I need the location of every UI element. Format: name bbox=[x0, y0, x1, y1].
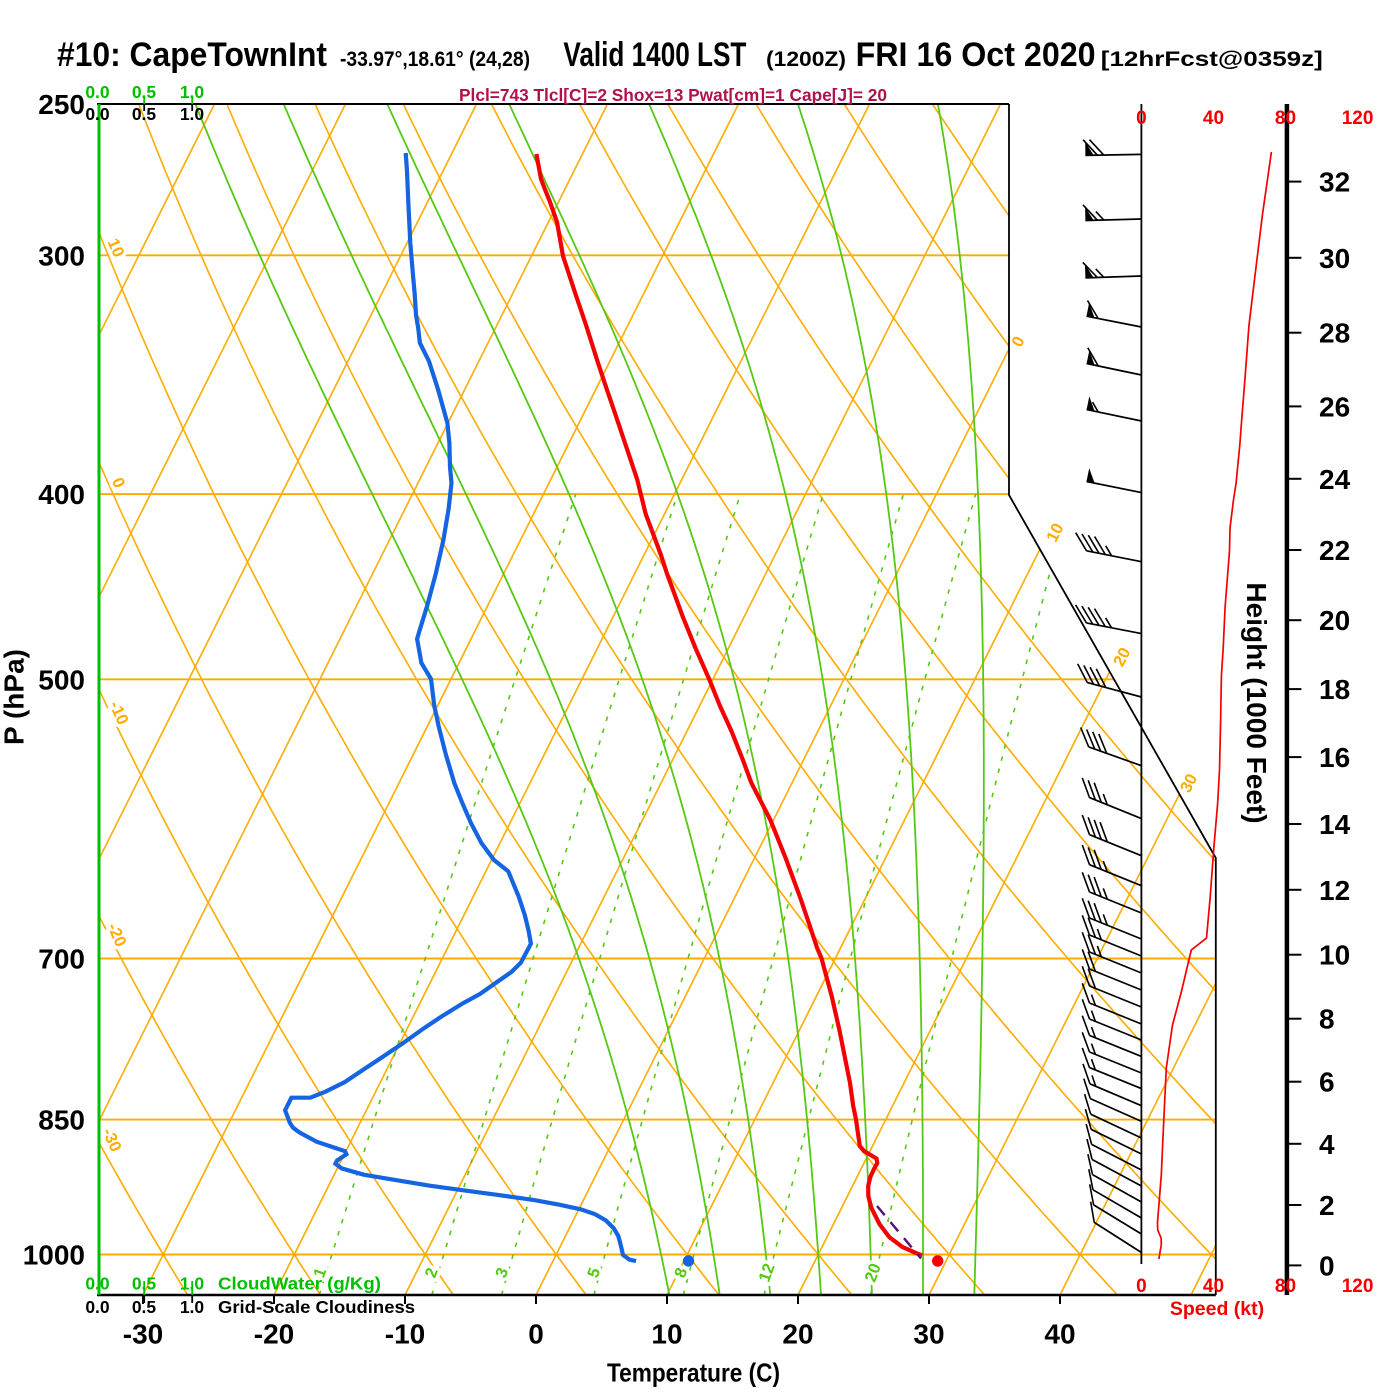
svg-text:700: 700 bbox=[38, 943, 85, 974]
svg-text:16: 16 bbox=[1319, 742, 1350, 773]
svg-text:400: 400 bbox=[38, 479, 85, 510]
svg-text:22: 22 bbox=[1319, 535, 1350, 566]
svg-text:[12hrFcst@0359z]: [12hrFcst@0359z] bbox=[1101, 48, 1323, 71]
svg-text:Temperature (C): Temperature (C) bbox=[607, 1357, 780, 1387]
svg-text:4: 4 bbox=[1319, 1129, 1335, 1160]
svg-text:20: 20 bbox=[782, 1319, 813, 1350]
svg-text:10: 10 bbox=[1319, 940, 1350, 971]
svg-text:40: 40 bbox=[1044, 1319, 1075, 1350]
svg-text:80: 80 bbox=[1275, 108, 1296, 129]
svg-text:0.0: 0.0 bbox=[85, 82, 110, 102]
svg-text:0.5: 0.5 bbox=[132, 1297, 157, 1317]
svg-text:32: 32 bbox=[1319, 167, 1350, 198]
svg-text:20: 20 bbox=[1319, 605, 1350, 636]
svg-text:-10: -10 bbox=[385, 1319, 425, 1350]
svg-text:6: 6 bbox=[1319, 1067, 1335, 1098]
svg-text:1.0: 1.0 bbox=[180, 1297, 205, 1317]
svg-text:0: 0 bbox=[1319, 1250, 1335, 1281]
svg-text:80: 80 bbox=[1275, 1276, 1296, 1297]
svg-text:120: 120 bbox=[1342, 108, 1374, 129]
svg-text:0.0: 0.0 bbox=[85, 1274, 110, 1294]
svg-text:0: 0 bbox=[1136, 108, 1147, 129]
svg-text:2: 2 bbox=[1319, 1190, 1335, 1221]
svg-text:1.0: 1.0 bbox=[180, 82, 205, 102]
svg-text:40: 40 bbox=[1203, 108, 1224, 129]
svg-text:500: 500 bbox=[38, 664, 85, 695]
svg-text:0.0: 0.0 bbox=[85, 104, 110, 124]
svg-text:FRI 16 Oct 2020: FRI 16 Oct 2020 bbox=[856, 36, 1096, 74]
svg-text:Height (1000 Feet): Height (1000 Feet) bbox=[1241, 582, 1272, 823]
svg-text:26: 26 bbox=[1319, 391, 1350, 422]
svg-text:Plcl=743 Tlcl[C]=2 Shox=13 Pwa: Plcl=743 Tlcl[C]=2 Shox=13 Pwat[cm]=1 Ca… bbox=[459, 85, 887, 105]
svg-text:14: 14 bbox=[1319, 809, 1351, 840]
svg-text:0.0: 0.0 bbox=[85, 1297, 110, 1317]
svg-text:28: 28 bbox=[1319, 318, 1350, 349]
svg-text:18: 18 bbox=[1319, 674, 1350, 705]
svg-text:8: 8 bbox=[1319, 1004, 1335, 1035]
svg-text:1000: 1000 bbox=[23, 1240, 85, 1271]
svg-text:30: 30 bbox=[1319, 243, 1350, 274]
svg-text:30: 30 bbox=[913, 1319, 944, 1350]
svg-text:1.0: 1.0 bbox=[180, 104, 205, 124]
svg-text:Speed (kt): Speed (kt) bbox=[1170, 1298, 1264, 1320]
svg-text:-33.97°,18.61° (24,28): -33.97°,18.61° (24,28) bbox=[340, 48, 530, 71]
svg-text:#10: CapeTownInt: #10: CapeTownInt bbox=[57, 36, 327, 74]
svg-text:0: 0 bbox=[1136, 1276, 1147, 1297]
svg-text:1.0: 1.0 bbox=[180, 1274, 205, 1294]
svg-text:0: 0 bbox=[528, 1319, 544, 1350]
svg-text:250: 250 bbox=[38, 89, 85, 120]
svg-text:(1200Z): (1200Z) bbox=[766, 48, 846, 71]
svg-text:0.5: 0.5 bbox=[132, 1274, 157, 1294]
svg-text:850: 850 bbox=[38, 1105, 85, 1136]
svg-text:24: 24 bbox=[1319, 464, 1351, 495]
svg-text:P (hPa): P (hPa) bbox=[0, 649, 30, 745]
svg-text:Valid 1400 LST: Valid 1400 LST bbox=[563, 36, 746, 74]
svg-text:CloudWater (g/Kg): CloudWater (g/Kg) bbox=[218, 1274, 381, 1294]
svg-text:-30: -30 bbox=[123, 1319, 163, 1350]
svg-text:300: 300 bbox=[38, 240, 85, 271]
svg-text:120: 120 bbox=[1342, 1276, 1374, 1297]
svg-text:-20: -20 bbox=[254, 1319, 294, 1350]
svg-text:40: 40 bbox=[1203, 1276, 1224, 1297]
svg-text:12: 12 bbox=[1319, 875, 1350, 906]
svg-text:Grid-Scale Cloudiness: Grid-Scale Cloudiness bbox=[218, 1297, 415, 1317]
svg-text:0.5: 0.5 bbox=[132, 104, 157, 124]
svg-text:10: 10 bbox=[651, 1319, 682, 1350]
svg-text:0.5: 0.5 bbox=[132, 82, 157, 102]
